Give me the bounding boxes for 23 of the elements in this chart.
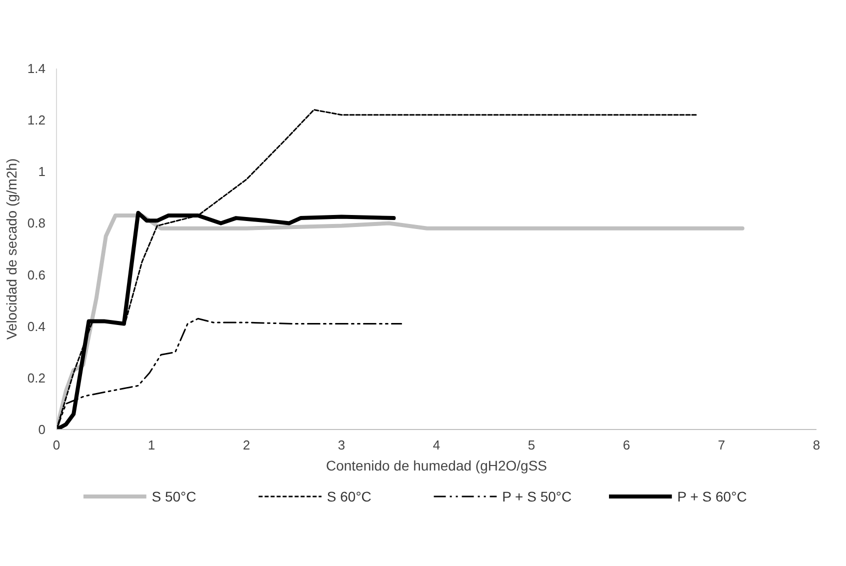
- y-tick-label: 0.6: [27, 267, 46, 282]
- legend-label: P + S 60°C: [677, 488, 747, 504]
- y-tick-label: 1.4: [27, 61, 46, 76]
- legend-label: S 60°C: [326, 488, 372, 504]
- x-tick-label: 8: [812, 438, 820, 452]
- x-tick-label: 7: [718, 438, 726, 452]
- y-tick-label: 0.8: [27, 216, 46, 231]
- x-tick-label: 5: [528, 438, 536, 452]
- x-axis-title: Contenido de humedad (gH2O/gSS: [326, 458, 548, 474]
- legend-label: S 50°C: [152, 488, 196, 504]
- y-tick-label: 0: [38, 422, 46, 437]
- y-tick-label: 1: [38, 164, 46, 180]
- y-tick-label: 0.4: [27, 318, 46, 334]
- x-tick-label: 2: [242, 438, 250, 452]
- x-tick-label: 1: [148, 438, 156, 452]
- x-tick-label: 4: [432, 438, 440, 452]
- y-tick-label: 1.2: [27, 112, 46, 128]
- y-axis-title: Velocidad de secado (g/m2h): [3, 158, 20, 340]
- y-tick-label: 0.2: [27, 370, 46, 386]
- legend-label: P + S 50°C: [502, 488, 572, 504]
- x-tick-label: 0: [52, 438, 60, 452]
- x-tick-label: 6: [622, 438, 630, 452]
- x-tick-label: 3: [338, 438, 346, 452]
